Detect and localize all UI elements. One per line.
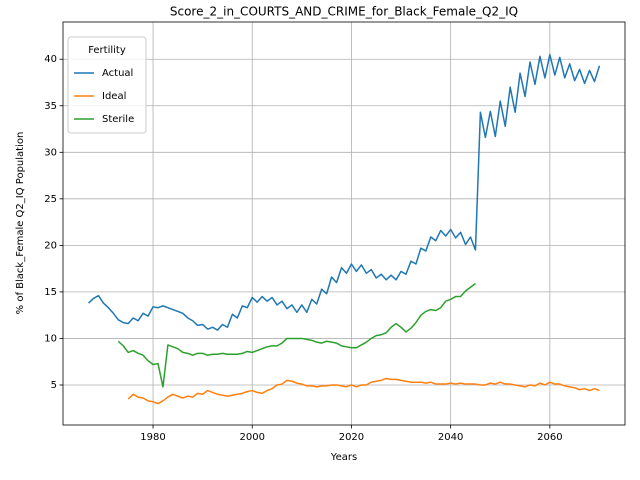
y-axis-label: % of Black_Female Q2_IQ Population [15, 132, 26, 315]
series-line [127, 377, 600, 405]
y-tick-label: 25 [44, 194, 57, 205]
x-axis-label: Years [330, 452, 357, 463]
legend-box [67, 36, 147, 134]
legend-label: Sterile [102, 114, 134, 125]
legend-title: Fertility [88, 45, 126, 56]
x-tick-label: 2040 [438, 432, 463, 443]
x-tick-label: 2060 [537, 432, 562, 443]
y-tick-label: 40 [44, 54, 57, 65]
y-tick-label: 10 [44, 333, 57, 344]
y-tick-label: 30 [44, 147, 57, 158]
y-tick-label: 5 [51, 380, 57, 391]
y-tick-label: 20 [44, 240, 57, 251]
legend-label: Actual [102, 68, 133, 79]
x-tick-label: 1980 [140, 432, 165, 443]
x-tick-label: 2020 [339, 432, 364, 443]
series-line [88, 53, 601, 331]
chart-title: Score_2_in_COURTS_AND_CRIME_for_Black_Fe… [170, 5, 518, 19]
series-line [117, 282, 476, 388]
y-tick-label: 15 [44, 287, 57, 298]
y-tick-label: 35 [44, 101, 57, 112]
legend-label: Ideal [102, 91, 126, 102]
x-tick-label: 2000 [240, 432, 265, 443]
plot-frame [62, 21, 626, 426]
